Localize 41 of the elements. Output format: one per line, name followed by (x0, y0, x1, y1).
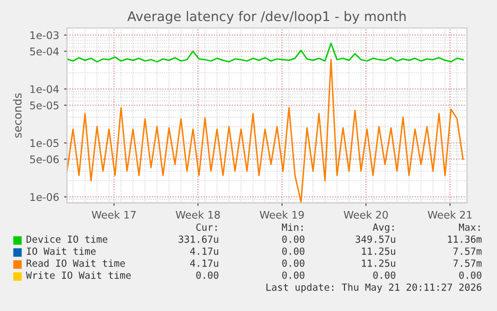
legend-label: IO Wait time (26, 247, 96, 255)
x-tick-label: Week 20 (344, 210, 388, 219)
line-series (67, 58, 464, 203)
text: Cur: (196, 223, 217, 231)
text: 0.00 (282, 247, 304, 255)
text: 0.00 (282, 259, 304, 267)
text: 0.00 (373, 271, 396, 279)
y-tick-label: 5e-05 (30, 101, 58, 110)
text: 349.57u (356, 235, 396, 243)
text: 11.25u (362, 247, 396, 255)
text: 0.00 (459, 271, 482, 279)
text: 0.00 (196, 271, 218, 279)
text: 7.57m (453, 260, 482, 267)
x-tick-label: Week 17 (92, 210, 136, 219)
y-tick-label: 1e-06 (30, 193, 59, 201)
legend-label: Write IO Wait time (26, 271, 131, 279)
text: Min: (282, 223, 303, 231)
legend-label: Read IO Wait time (26, 259, 125, 267)
legend-label: Device IO time (26, 235, 108, 243)
x-tick-label: Week 21 (428, 210, 472, 219)
text: 11.36m (448, 235, 482, 243)
text: 4.17u (190, 260, 218, 267)
text: Max: (458, 224, 480, 231)
text: 0.00 (282, 235, 304, 243)
y-tick-label: 1e-05 (30, 139, 58, 148)
y-tick-label: 5e-04 (30, 48, 59, 56)
x-tick-label: Week 18 (176, 210, 220, 219)
line-series (67, 42, 464, 62)
y-tick-label: 5e-06 (30, 155, 59, 164)
text: 0.00 (282, 271, 304, 279)
y-tick-label: 1e-03 (30, 31, 59, 40)
y-axis-title: seconds (13, 93, 22, 138)
chart-title: Average latency for /dev/loop1 - by month (127, 11, 406, 24)
text: 331.67u (178, 235, 218, 243)
text: 4.17u (190, 248, 218, 255)
text: Last update: Thu May 21 20:11:27 2026 (266, 283, 482, 293)
x-tick-label: Week 19 (260, 210, 304, 219)
text: 11.25u (362, 259, 396, 267)
y-tick-label: 1e-04 (30, 85, 59, 94)
text: Avg: (372, 224, 394, 233)
text: 7.57m (453, 248, 482, 255)
